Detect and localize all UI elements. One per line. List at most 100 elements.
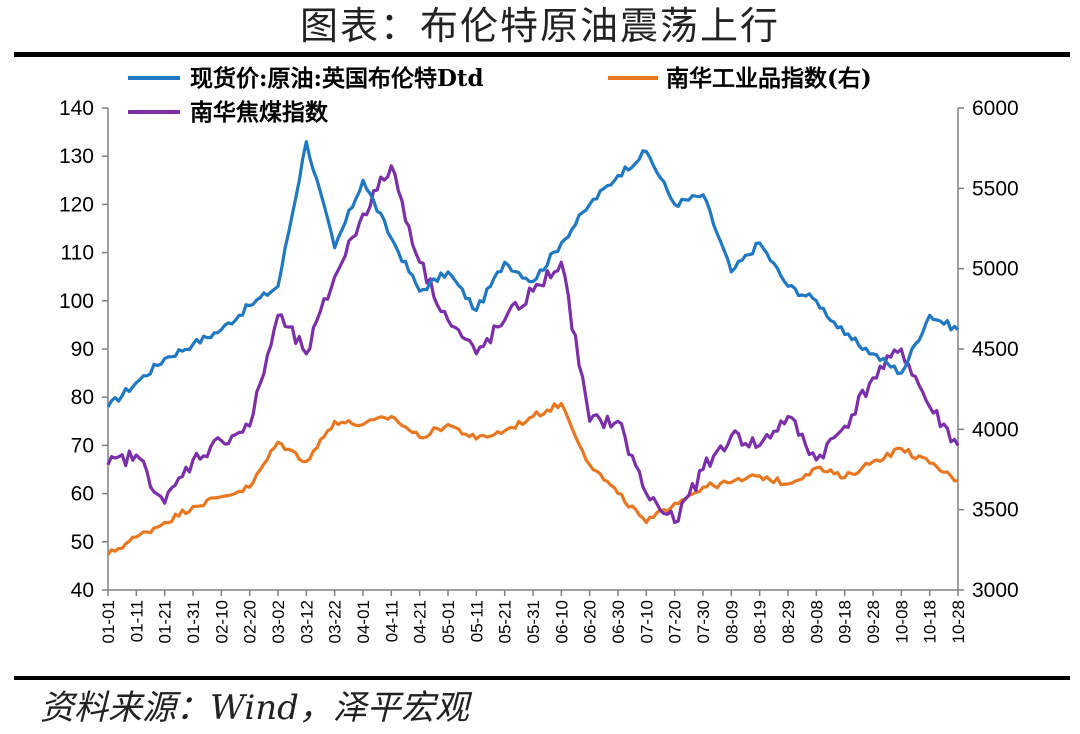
data-point-1 (559, 402, 563, 406)
left-tick-label: 130 (59, 145, 94, 168)
legend-label: 南华焦煤指数 (190, 99, 329, 126)
data-point-0 (814, 299, 818, 303)
series-line-0 (106, 140, 960, 408)
left-tick-label: 90 (71, 338, 94, 361)
x-tick-label: 07-10 (637, 600, 656, 643)
data-point-1 (474, 437, 478, 441)
data-point-0 (304, 140, 308, 144)
data-point-0 (163, 357, 167, 361)
footer-divider (14, 676, 1070, 680)
x-tick-label: 08-19 (751, 600, 770, 643)
x-tick-label: 06-20 (581, 600, 600, 643)
data-point-2 (361, 212, 365, 216)
data-point-0 (871, 352, 875, 356)
x-tick-label: 03-22 (326, 600, 345, 643)
left-tick-label: 100 (59, 290, 94, 313)
data-point-1 (134, 535, 138, 539)
legend-label: 南华工业品指数(右) (666, 65, 872, 92)
data-point-2 (871, 376, 875, 380)
legend-label: 现货价:原油:英国布伦特Dtd (190, 65, 484, 92)
data-point-1 (191, 504, 195, 508)
data-point-1 (956, 479, 960, 483)
data-point-0 (389, 236, 393, 240)
data-point-1 (843, 476, 847, 480)
right-tick-label: 3500 (972, 499, 1019, 522)
title-divider (14, 52, 1070, 57)
data-point-1 (219, 495, 223, 499)
series-line-1 (106, 402, 959, 556)
right-tick-label: 3000 (972, 579, 1019, 602)
data-point-2 (928, 405, 932, 409)
right-tick-label: 6000 (972, 97, 1019, 120)
data-point-0 (701, 193, 705, 197)
data-point-2 (588, 419, 592, 423)
data-point-2 (899, 347, 903, 351)
data-point-2 (701, 468, 705, 472)
data-point-1 (729, 480, 733, 484)
data-point-0 (106, 405, 110, 409)
chart-title: 图表：布伦特原油震荡上行 (299, 4, 780, 48)
left-tick-label: 80 (71, 386, 94, 409)
data-point-0 (531, 280, 535, 284)
data-point-2 (304, 352, 308, 356)
data-point-0 (248, 304, 252, 308)
data-point-2 (418, 260, 422, 264)
data-point-1 (163, 521, 167, 525)
x-tick-label: 04-11 (382, 600, 401, 642)
data-point-0 (616, 173, 620, 177)
x-tick-label: 01-11 (127, 600, 146, 642)
data-point-2 (134, 453, 138, 457)
data-point-1 (418, 435, 422, 439)
x-tick-label: 04-21 (411, 600, 430, 643)
data-point-0 (333, 246, 337, 250)
left-tick-label: 140 (59, 97, 94, 120)
data-point-1 (503, 429, 507, 433)
left-tick-label: 50 (71, 531, 94, 554)
x-tick-label: 08-09 (722, 600, 741, 643)
data-point-2 (333, 275, 337, 279)
x-tick-label: 01-01 (99, 600, 118, 643)
series-line-2 (106, 164, 960, 525)
data-point-1 (361, 423, 365, 427)
data-point-0 (446, 270, 450, 274)
x-tick-label: 06-10 (552, 600, 571, 643)
data-point-2 (956, 443, 960, 447)
x-tick-label: 04-01 (354, 600, 373, 643)
x-tick-label: 07-20 (666, 600, 685, 643)
x-tick-label: 05-11 (467, 600, 486, 642)
data-point-2 (729, 434, 733, 438)
data-point-2 (786, 414, 790, 418)
data-point-2 (446, 318, 450, 322)
x-tick-label: 09-08 (807, 600, 826, 643)
data-point-2 (248, 424, 252, 428)
data-point-2 (276, 313, 280, 317)
x-tick-label: 05-31 (524, 600, 543, 643)
data-point-2 (616, 419, 620, 423)
right-tick-label: 4500 (972, 338, 1019, 361)
data-point-0 (673, 202, 677, 206)
x-tick-label: 03-02 (269, 600, 288, 643)
data-point-0 (418, 289, 422, 293)
data-point-0 (474, 308, 478, 312)
left-tick-label: 40 (71, 579, 94, 602)
data-point-2 (758, 443, 762, 447)
data-point-0 (588, 202, 592, 206)
data-point-2 (673, 521, 677, 525)
data-point-1 (304, 459, 308, 463)
data-point-0 (644, 149, 648, 153)
data-point-0 (503, 260, 507, 264)
data-point-2 (219, 439, 223, 443)
data-point-2 (531, 289, 535, 293)
right-tick-label: 4000 (972, 418, 1019, 441)
data-point-1 (106, 553, 110, 557)
line-chart: 40 50 60 70 80 90 100 110 120 130 140 3000 3500 4000 4… (59, 65, 1019, 643)
chart-legend: 现货价:原油:英国布伦特Dtd 南华工业品指数(右) 南华焦煤指数 (128, 65, 872, 126)
x-tick-label: 10-28 (949, 600, 968, 643)
data-point-2 (644, 492, 648, 496)
data-point-1 (446, 423, 450, 427)
x-tick-label: 01-31 (184, 600, 203, 643)
x-tick-label: 08-29 (779, 600, 798, 643)
data-point-1 (871, 459, 875, 463)
x-tick-label: 05-21 (496, 600, 515, 643)
left-tick-label: 60 (71, 483, 94, 506)
